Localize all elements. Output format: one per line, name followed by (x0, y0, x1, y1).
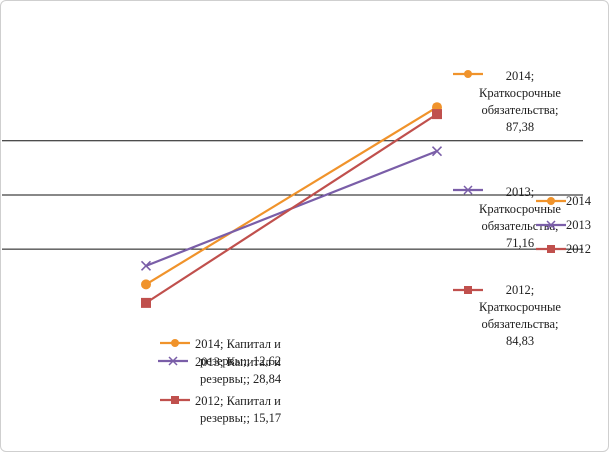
data-label-2013-1: 2013; Краткосрочные обязательства; 71,16 (453, 185, 561, 250)
point-2012-1 (432, 109, 442, 120)
point-2013-1 (431, 146, 443, 157)
data-label-key-marker (464, 70, 472, 78)
series-line-2012 (145, 113, 438, 304)
legend-item-2014: 2014 (536, 194, 592, 208)
point-2013-1-stroke-b (431, 146, 443, 157)
point-2014-0 (141, 279, 151, 290)
legend-key-marker (547, 245, 555, 253)
data-label-key-marker-b (463, 185, 473, 195)
point-2012-0 (141, 297, 151, 308)
data-label-key-marker (171, 339, 179, 347)
legend-item-2012: 2012 (536, 242, 591, 256)
data-label-text: 2014; Капитал и (195, 337, 281, 351)
point-2013-0-stroke-b (140, 260, 152, 271)
data-label-text: 71,16 (506, 236, 534, 250)
data-label-text: резервы;; 28,84 (200, 372, 282, 386)
data-label-text: 84,83 (506, 334, 534, 348)
data-label-text: 2014; (506, 69, 534, 83)
data-label-text: обязательства; (482, 219, 559, 233)
data-label-text: обязательства; (482, 103, 559, 117)
data-label-text: резервы;; 15,17 (200, 411, 281, 425)
series-line-2014 (145, 106, 438, 286)
legend-key-marker (547, 197, 555, 205)
legend-label: 2014 (566, 194, 592, 208)
data-label-key-marker (171, 396, 179, 404)
data-label-2012-0: 2012; Капитал и резервы;; 15,17 (160, 394, 281, 425)
legend-key-marker-b (546, 220, 556, 230)
data-label-key-marker (464, 286, 472, 294)
legend-item-2013: 2013 (536, 218, 591, 232)
data-label-text: 87,38 (506, 120, 534, 134)
data-label-text: 2013; Капитал и (195, 355, 281, 369)
data-label-2014-1: 2014; Краткосрочные обязательства; 87,38 (453, 69, 561, 134)
data-label-2014-0: 2014; Капитал и резервы;; 12,62 (160, 337, 281, 368)
data-label-2012-1: 2012; Краткосрочные обязательства; 84,83 (453, 283, 561, 348)
data-label-text: 2013; (506, 185, 534, 199)
data-label-text: 2012; Капитал и (195, 394, 281, 408)
data-label-2013-0: 2013; Капитал и резервы;; 28,84 (158, 355, 282, 386)
data-label-key-marker-b (168, 356, 178, 366)
legend-label: 2012 (566, 242, 591, 256)
data-label-text: 2012; (506, 283, 534, 297)
point-2013-0 (140, 260, 152, 271)
data-label-text: Краткосрочные (479, 300, 561, 314)
data-label-text: обязательства; (482, 317, 559, 331)
data-label-text: Краткосрочные (479, 86, 561, 100)
legend-label: 2013 (566, 218, 591, 232)
legend: 2014 2013 2012 (536, 194, 592, 256)
data-label-text: Краткосрочные (479, 202, 561, 216)
data-label-text: резервы;; 12,62 (200, 354, 281, 368)
